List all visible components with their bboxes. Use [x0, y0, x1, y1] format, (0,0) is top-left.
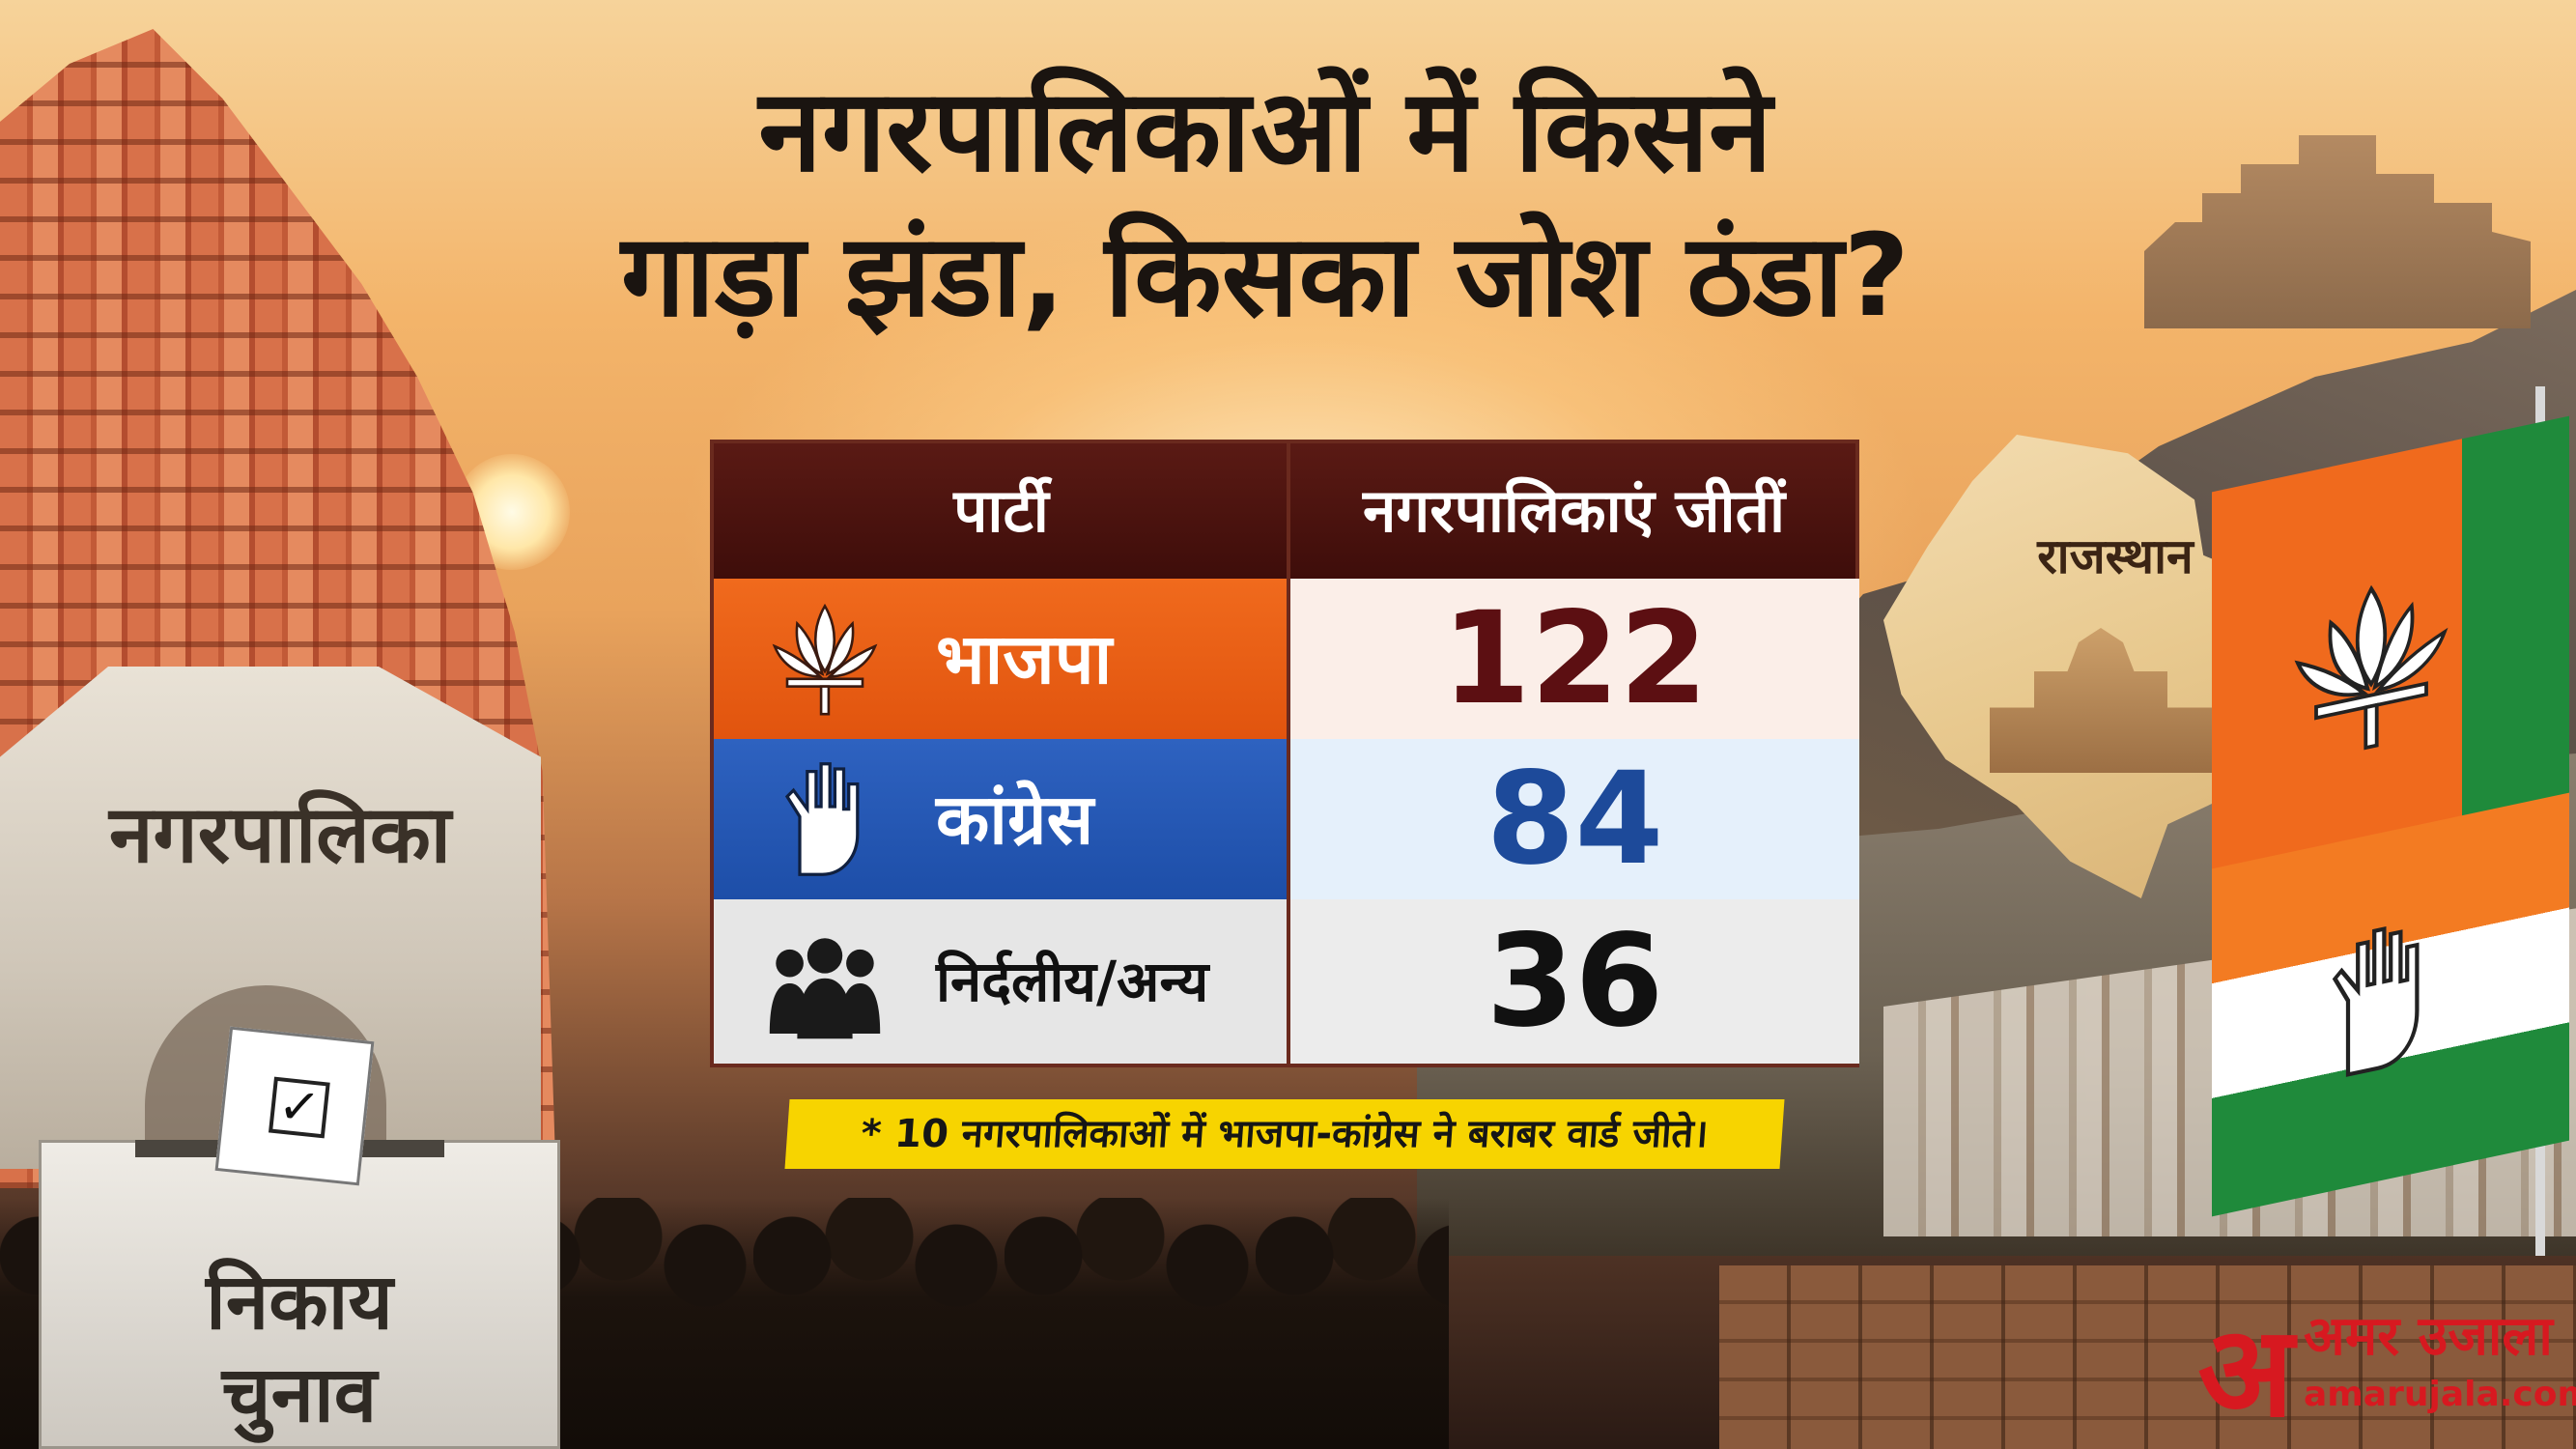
header-party: पार्टी	[953, 475, 1049, 546]
party-cell: कांग्रेस	[714, 739, 1287, 899]
fort-wall	[1719, 1265, 2576, 1449]
party-cell: निर्दलीय/अन्य	[714, 899, 1287, 1064]
hand-icon	[2332, 926, 2420, 1077]
map-label: राजस्थान	[2037, 528, 2194, 584]
header-won: नगरपालिकाएं जीतीं	[1362, 475, 1786, 546]
lotus-icon	[772, 603, 878, 716]
party-name: निर्दलीय/अन्य	[936, 949, 1209, 1014]
table-row-congress: कांग्रेस 84	[714, 739, 1859, 899]
headline-line2: गाड़ा झंडा, किसका जोश ठंडा?	[621, 209, 1910, 342]
party-name: कांग्रेस	[936, 779, 1094, 860]
ballot-label-line1: निकाय	[206, 1257, 393, 1347]
party-cell: भाजपा	[714, 579, 1287, 739]
headline-line1: नगरपालिकाओं में किसने	[758, 64, 1772, 197]
ballot-label-line2: चुनाव	[221, 1350, 378, 1439]
won-count: 122	[1290, 579, 1859, 739]
table-row-bjp: भाजपा 122	[714, 579, 1859, 739]
results-table: पार्टी नगरपालिकाएं जीतीं भाजपा 122	[710, 440, 1859, 1067]
checkmark-icon: ✓	[268, 1076, 330, 1139]
party-name: भाजपा	[936, 618, 1113, 699]
ballot-box	[39, 1140, 560, 1449]
brand-name: अमर उजाला	[2304, 1305, 2553, 1368]
lotus-icon	[2294, 584, 2449, 751]
hand-icon	[784, 762, 860, 876]
people-icon	[769, 938, 881, 1039]
hill-fort	[2144, 135, 2531, 328]
brand-url: amarujala.com	[2304, 1375, 2576, 1414]
table-header: पार्टी नगरपालिकाएं जीतीं	[714, 443, 1855, 579]
congress-flag	[2212, 792, 2569, 1217]
won-count: 36	[1290, 899, 1859, 1064]
ballot-paper: ✓	[214, 1026, 375, 1186]
headline: नगरपालिकाओं में किसने गाड़ा झंडा, किसका …	[367, 58, 2164, 348]
table-row-others: निर्दलीय/अन्य 36	[714, 899, 1859, 1064]
bjp-flag	[2212, 415, 2569, 937]
ballot-box-label: निकाय चुनाव	[39, 1256, 560, 1441]
municipality-sign: नगरपालिका	[108, 789, 452, 881]
brand-logo-mark: अ	[2197, 1298, 2294, 1445]
won-count: 84	[1290, 739, 1859, 899]
column-divider	[1287, 443, 1290, 1064]
footnote: * 10 नगरपालिकाओं में भाजपा-कांग्रेस ने ब…	[784, 1099, 1785, 1169]
